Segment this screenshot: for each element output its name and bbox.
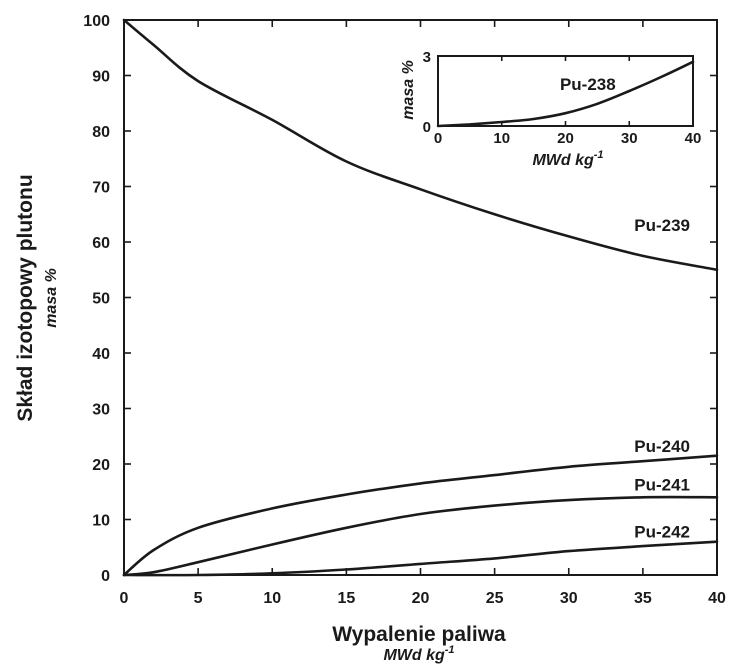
data-point-pu-239: [197, 80, 200, 82]
data-point-pu-240: [716, 454, 718, 457]
y-tick-label: 100: [83, 13, 110, 30]
series-line-pu-241: [122, 495, 719, 577]
y-tick-label: 30: [92, 402, 110, 419]
series-line-pu-238: [436, 60, 695, 128]
series-label-pu-238: Pu-238: [560, 75, 616, 94]
series-line-pu-240: [122, 454, 719, 577]
data-point-pu-238: [692, 60, 694, 63]
data-point-pu-238: [628, 90, 631, 92]
data-point-pu-239: [345, 160, 348, 163]
data-point-pu-239: [271, 119, 274, 121]
data-point-pu-242: [419, 563, 422, 565]
data-point-pu-240: [641, 460, 644, 463]
y-axis-unit: masa %: [43, 268, 60, 328]
y-tick-label: 40: [92, 346, 110, 363]
data-point-pu-239: [419, 188, 422, 191]
series-label-pu-242: Pu-242: [634, 522, 690, 541]
data-point-pu-240: [567, 465, 570, 468]
data-point-pu-240: [419, 482, 422, 485]
data-point-pu-239: [567, 235, 570, 238]
inset-x-tick-label: 30: [621, 130, 638, 147]
x-tick-label: 0: [120, 590, 129, 607]
inset-y-tick-label: 3: [423, 49, 431, 66]
y-tick-label: 80: [92, 124, 110, 141]
x-tick-label: 15: [337, 590, 355, 607]
inset-x-tick-label: 10: [493, 130, 510, 147]
x-tick-label: 5: [194, 590, 203, 607]
plot-frame: [123, 19, 718, 576]
x-tick-label: 40: [708, 590, 726, 607]
series-line-pu-239: [122, 18, 719, 272]
y-tick-label: 20: [92, 457, 110, 474]
x-tick-label: 25: [486, 590, 504, 607]
data-point-pu-238: [500, 121, 503, 123]
data-point-pu-240: [271, 507, 274, 510]
data-point-pu-238: [596, 102, 599, 105]
data-point-pu-238: [532, 118, 535, 120]
data-point-pu-241: [271, 543, 274, 546]
data-point-pu-238: [437, 125, 439, 127]
data-point-pu-239: [123, 19, 125, 21]
data-point-pu-241: [567, 499, 570, 501]
data-point-pu-240: [152, 549, 155, 551]
data-point-pu-241: [197, 561, 200, 564]
data-point-pu-242: [271, 572, 274, 575]
data-point-pu-238: [660, 76, 663, 78]
y-tick-label: 60: [92, 235, 110, 252]
data-point-pu-241: [716, 496, 718, 499]
x-tick-label: 30: [560, 590, 578, 607]
data-point-pu-241: [152, 571, 155, 574]
x-tick-label: 35: [634, 590, 652, 607]
data-point-pu-242: [123, 574, 125, 576]
x-tick-label: 20: [412, 590, 430, 607]
data-point-pu-240: [493, 474, 496, 476]
x-axis-unit: MWd kg-1: [383, 644, 454, 664]
data-point-pu-242: [493, 557, 496, 560]
data-point-pu-240: [345, 493, 348, 496]
series-label-pu-239: Pu-239: [634, 216, 690, 235]
data-point-pu-241: [641, 496, 644, 499]
y-tick-label: 70: [92, 180, 110, 197]
data-point-pu-242: [345, 568, 348, 571]
data-point-pu-238: [564, 112, 567, 115]
data-point-pu-241: [345, 526, 348, 529]
data-point-pu-239: [152, 44, 155, 46]
data-point-pu-238: [468, 123, 471, 126]
x-tick-label: 10: [263, 590, 281, 607]
inset-plot-area: 0 10 20 30 40 0 3 Pu-238: [423, 49, 702, 147]
data-point-pu-239: [493, 213, 496, 216]
y-tick-label: 0: [101, 568, 110, 585]
inset-x-tick-label: 0: [434, 130, 442, 147]
inset-y-tick-label: 0: [423, 119, 431, 136]
inset-x-axis-title: MWd kg-1: [532, 149, 603, 169]
x-axis-title: Wypalenie paliwa: [332, 623, 506, 646]
data-point-pu-241: [419, 513, 422, 515]
data-point-pu-240: [197, 526, 200, 529]
data-point-pu-239: [641, 254, 644, 257]
series-label-pu-240: Pu-240: [634, 437, 690, 456]
data-point-pu-242: [567, 550, 570, 553]
y-tick-label: 10: [92, 513, 110, 530]
data-point-pu-242: [197, 574, 200, 576]
main-plot-area: 0 5 10 15 20 25 30 35 400102030405060708090100Pu…: [83, 13, 726, 607]
y-tick-label: 90: [92, 69, 110, 86]
data-point-pu-242: [716, 540, 718, 543]
y-tick-label: 50: [92, 291, 110, 308]
series-label-pu-241: Pu-241: [634, 476, 690, 495]
data-point-pu-241: [493, 504, 496, 507]
inset-x-tick-label: 40: [685, 130, 702, 147]
inset-x-tick-label: 20: [557, 130, 574, 147]
y-axis-title: Skład izotopowy plutonu: [14, 174, 37, 421]
data-point-pu-242: [641, 545, 644, 548]
data-point-pu-239: [716, 268, 718, 271]
inset-y-axis-title: masa %: [400, 60, 417, 120]
